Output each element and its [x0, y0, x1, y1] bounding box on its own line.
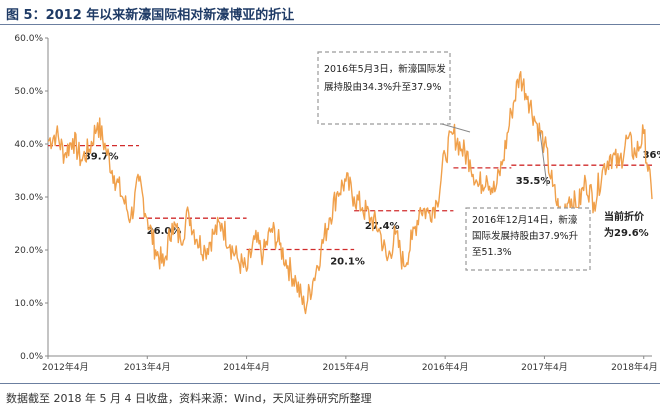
y-tick-label: 10.0%	[14, 299, 43, 309]
annotation-box-2-text: 至51.3%	[472, 247, 512, 258]
average-label: 27.4%	[365, 221, 400, 232]
x-tick-label: 2017年4月	[521, 361, 568, 373]
line-chart: 0.0% 10.0% 20.0% 30.0% 40.0% 50.0% 60.0% 2012年4…	[14, 34, 660, 373]
y-tick-label: 0.0%	[20, 352, 43, 362]
x-tick-label: 2013年4月	[124, 361, 171, 373]
title-divider	[0, 24, 660, 25]
x-tick-label: 2018年4月	[611, 361, 658, 373]
y-tick-label: 60.0%	[14, 34, 43, 44]
annotation-box-1-text: 2016年5月3日，新濠国际发	[324, 63, 446, 75]
series-layer	[47, 70, 653, 315]
average-label: 20.1%	[330, 256, 365, 267]
x-tick-label: 2016年4月	[422, 361, 469, 373]
source-note: 数据截至 2018 年 5 月 4 日收盘，资料来源：Wind，天风证券研究所整…	[6, 392, 372, 405]
annotation-box-2-text: 国际发展持股由37.9%升	[472, 230, 579, 242]
annotation-pointer-1	[441, 123, 471, 133]
x-tick-label: 2012年4月	[42, 361, 89, 373]
annotation-box-1	[317, 51, 451, 125]
annotation-pointer-2	[539, 131, 548, 187]
annotation-box-2-text: 2016年12月14日，新濠	[472, 214, 578, 226]
average-label: 39.7%	[84, 152, 119, 163]
current-discount-label: 当前折价	[604, 210, 645, 223]
average-label: 35.5%	[516, 176, 551, 187]
y-tick-label: 40.0%	[14, 140, 43, 150]
chart-title: 图 5：2012 年以来新濠国际相对新濠博亚的折让	[6, 8, 295, 23]
current-discount-label: 为29.6%	[604, 226, 649, 239]
average-label: 36%	[643, 150, 660, 161]
annotation-box-2	[465, 207, 591, 271]
annotation-box-1-text: 展持股由34.3%升至37.9%	[324, 81, 441, 93]
y-tick-label: 30.0%	[14, 193, 43, 203]
y-tick-label: 50.0%	[14, 87, 43, 97]
footer-divider	[0, 383, 660, 384]
x-tick-label: 2015年4月	[323, 361, 370, 373]
series-line	[47, 70, 653, 315]
y-tick-label: 20.0%	[14, 246, 43, 256]
x-tick-label: 2014年4月	[223, 361, 270, 373]
average-lines: 39.7% 26.0% 20.1% 27.4% 35.5% 36%	[48, 144, 660, 267]
average-label: 26.0%	[147, 226, 182, 237]
chart-axes: 0.0% 10.0% 20.0% 30.0% 40.0% 50.0% 60.0% 2012年4…	[14, 34, 657, 373]
